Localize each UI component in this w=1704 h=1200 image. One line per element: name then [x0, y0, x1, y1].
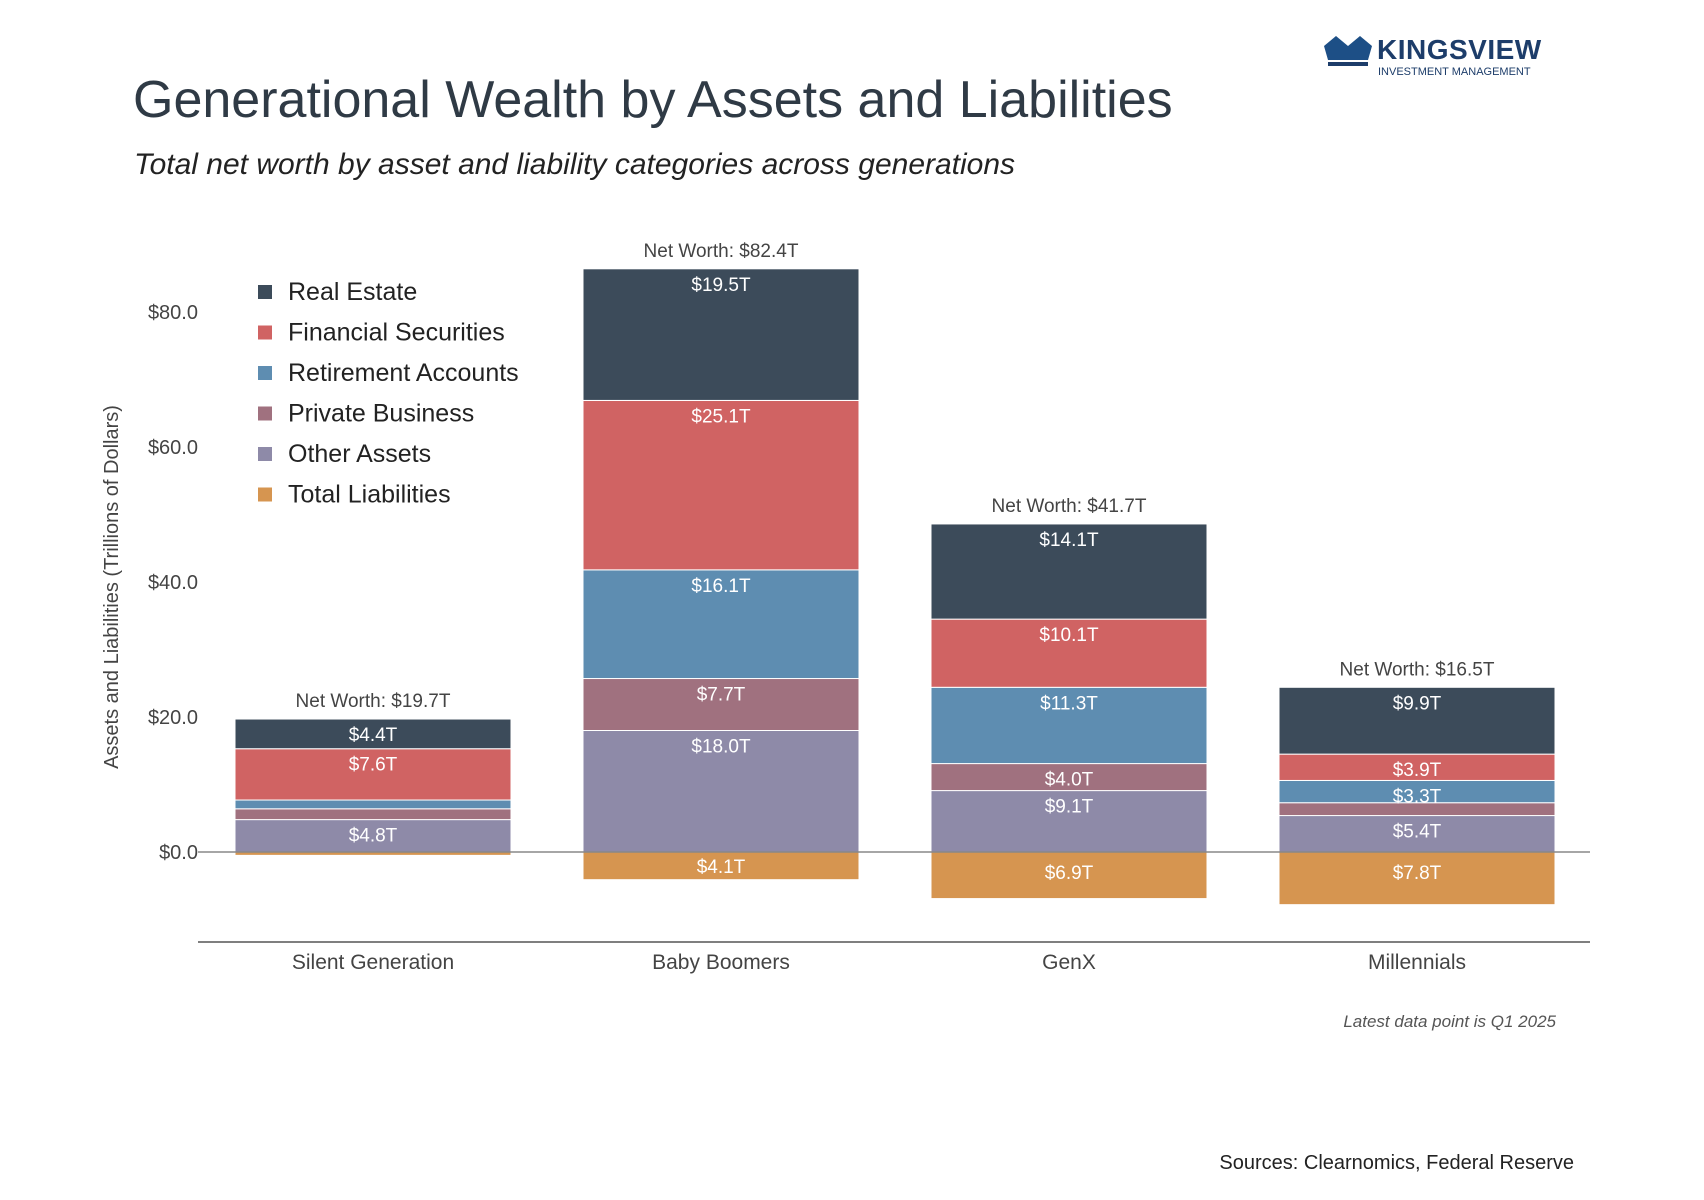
bar-segment: [582, 730, 860, 853]
bar-segment: [582, 851, 860, 881]
legend-swatch: [258, 406, 272, 421]
net-worth-label: Net Worth: $19.7T: [296, 691, 451, 712]
y-tick-label: $20.0: [148, 707, 198, 729]
legend-label: Real Estate: [288, 278, 417, 306]
data-label: $16.1T: [691, 576, 751, 597]
data-label: $14.1T: [1039, 530, 1099, 551]
data-label: $7.6T: [349, 755, 398, 776]
bar-segment: [234, 799, 512, 810]
y-tick-label: $40.0: [148, 572, 198, 594]
data-label: $25.1T: [691, 406, 751, 427]
sources-text: Sources: Clearnomics, Federal Reserve: [1219, 1152, 1574, 1174]
bar-segment: [234, 808, 512, 821]
data-label: $9.9T: [1393, 693, 1442, 714]
bar-segment: [582, 678, 860, 732]
data-label: $18.0T: [691, 737, 751, 758]
y-axis-title: Assets and Liabilities (Trillions of Dol…: [101, 405, 123, 769]
data-label: $3.9T: [1393, 760, 1442, 781]
bar-segment: [930, 523, 1208, 620]
data-label: $4.1T: [697, 857, 746, 878]
bar-segment: [930, 851, 1208, 900]
net-worth-label: Net Worth: $41.7T: [992, 496, 1147, 517]
net-worth-label: Net Worth: $16.5T: [1340, 659, 1495, 680]
data-label: $5.4T: [1393, 822, 1442, 843]
legend-swatch: [258, 325, 272, 340]
chart-subtitle: Total net worth by asset and liability c…: [134, 148, 1016, 181]
net-worth-label: Net Worth: $82.4T: [644, 241, 799, 262]
legend-swatch: [258, 447, 272, 461]
data-label: $9.1T: [1045, 797, 1094, 818]
data-label: $11.3T: [1040, 693, 1098, 714]
y-tick-label: $60.0: [148, 437, 198, 459]
data-label: $7.7T: [697, 685, 746, 706]
bar-segment: [930, 763, 1208, 792]
x-tick-label: Silent Generation: [292, 951, 454, 974]
bar-segment: [234, 718, 512, 750]
legend-swatch: [258, 285, 272, 299]
chart-title: Generational Wealth by Assets and Liabil…: [133, 71, 1173, 129]
bar-segment: [234, 819, 512, 853]
stacked-bar-chart: $0.0 $20.0 $40.0 $60.0 $80.0 Assets and Liabi…: [101, 241, 1590, 974]
legend-swatch: [258, 366, 272, 380]
data-label: $6.9T: [1045, 863, 1094, 884]
legend-label: Retirement Accounts: [288, 359, 519, 387]
bar-segment: [930, 790, 1208, 853]
logo-name: KINGSVIEW: [1377, 34, 1542, 65]
data-label: $4.0T: [1045, 770, 1094, 791]
crown-icon: [1324, 36, 1372, 66]
legend-label: Financial Securities: [288, 319, 505, 347]
data-label: $19.5T: [691, 275, 751, 296]
legend-label: Other Assets: [288, 440, 431, 468]
data-label: $10.1T: [1039, 625, 1099, 646]
bar-segment: [1278, 686, 1556, 755]
legend-label: Total Liabilities: [288, 481, 451, 509]
x-tick-label: Baby Boomers: [652, 951, 790, 974]
data-label: $4.4T: [349, 725, 398, 746]
data-label: $7.8T: [1393, 863, 1442, 884]
kingsview-logo: KINGSVIEW INVESTMENT MANAGEMENT: [1322, 30, 1542, 82]
logo-tagline: INVESTMENT MANAGEMENT: [1378, 66, 1531, 78]
bar-segment: [582, 268, 860, 401]
x-tick-label: GenX: [1042, 951, 1096, 974]
x-tick-label: Millennials: [1368, 951, 1466, 974]
bar-segment: [582, 399, 860, 571]
bar-segment: [1278, 851, 1556, 906]
legend-label: Private Business: [288, 400, 474, 428]
data-note: Latest data point is Q1 2025: [1343, 1012, 1556, 1031]
legend-swatch: [258, 487, 272, 502]
y-tick-label: $0.0: [159, 842, 198, 864]
bar-segment: [234, 748, 512, 801]
y-tick-label: $80.0: [148, 302, 198, 324]
bar-segment: [1278, 753, 1556, 781]
data-label: $4.8T: [349, 826, 398, 847]
bar-segment: [582, 569, 860, 680]
data-label: $3.3T: [1393, 786, 1442, 807]
